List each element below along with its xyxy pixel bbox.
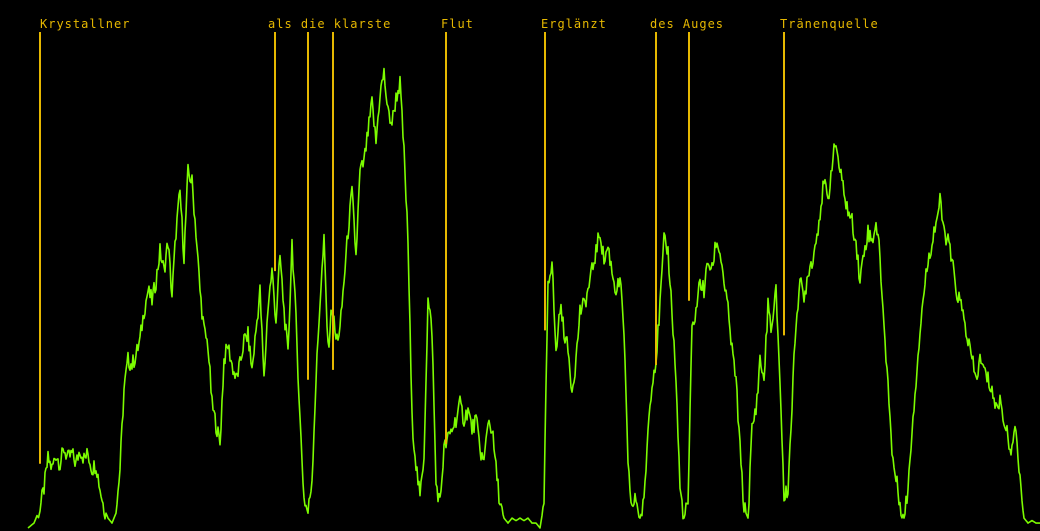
word-marker-layer <box>39 32 785 464</box>
word-label-1: als die klarste <box>268 17 391 31</box>
word-label-0: Krystallner <box>40 17 130 31</box>
word-label-3: Erglänzt <box>541 17 607 31</box>
word-label-layer: Krystallner als die klarste Flut Erglänzt de… <box>40 17 879 31</box>
word-label-4: des Auges <box>650 17 724 31</box>
pitch-series-line <box>27 67 1040 529</box>
waveform-layer <box>27 67 1040 529</box>
word-label-5: Tränenquelle <box>780 17 879 31</box>
word-label-2: Flut <box>441 17 474 31</box>
